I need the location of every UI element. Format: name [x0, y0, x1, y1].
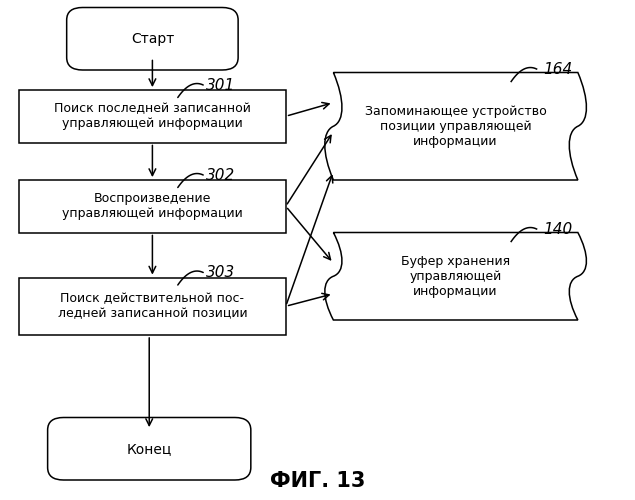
- Text: 140: 140: [543, 222, 572, 236]
- Text: Поиск последней записанной
управляющей информации: Поиск последней записанной управляющей и…: [54, 102, 251, 130]
- Text: 302: 302: [206, 168, 236, 182]
- Text: Буфер хранения
управляющей
информации: Буфер хранения управляющей информации: [401, 255, 510, 298]
- Bar: [19, 278, 286, 335]
- FancyBboxPatch shape: [48, 418, 251, 480]
- FancyBboxPatch shape: [67, 8, 238, 70]
- Text: Поиск действительной пос-
ледней записанной позиции: Поиск действительной пос- ледней записан…: [58, 292, 247, 320]
- Text: Конец: Конец: [126, 442, 172, 456]
- Text: Запоминающее устройство
позиции управляющей
информации: Запоминающее устройство позиции управляю…: [364, 105, 547, 148]
- Text: 164: 164: [543, 62, 572, 76]
- Text: 301: 301: [206, 78, 236, 92]
- Text: ФИГ. 13: ФИГ. 13: [270, 471, 365, 491]
- PathPatch shape: [324, 232, 587, 320]
- PathPatch shape: [324, 72, 587, 180]
- Bar: [19, 90, 286, 142]
- Text: Воспроизведение
управляющей информации: Воспроизведение управляющей информации: [62, 192, 243, 220]
- Bar: [19, 180, 286, 233]
- Text: Старт: Старт: [131, 32, 174, 46]
- Text: 303: 303: [206, 265, 236, 280]
